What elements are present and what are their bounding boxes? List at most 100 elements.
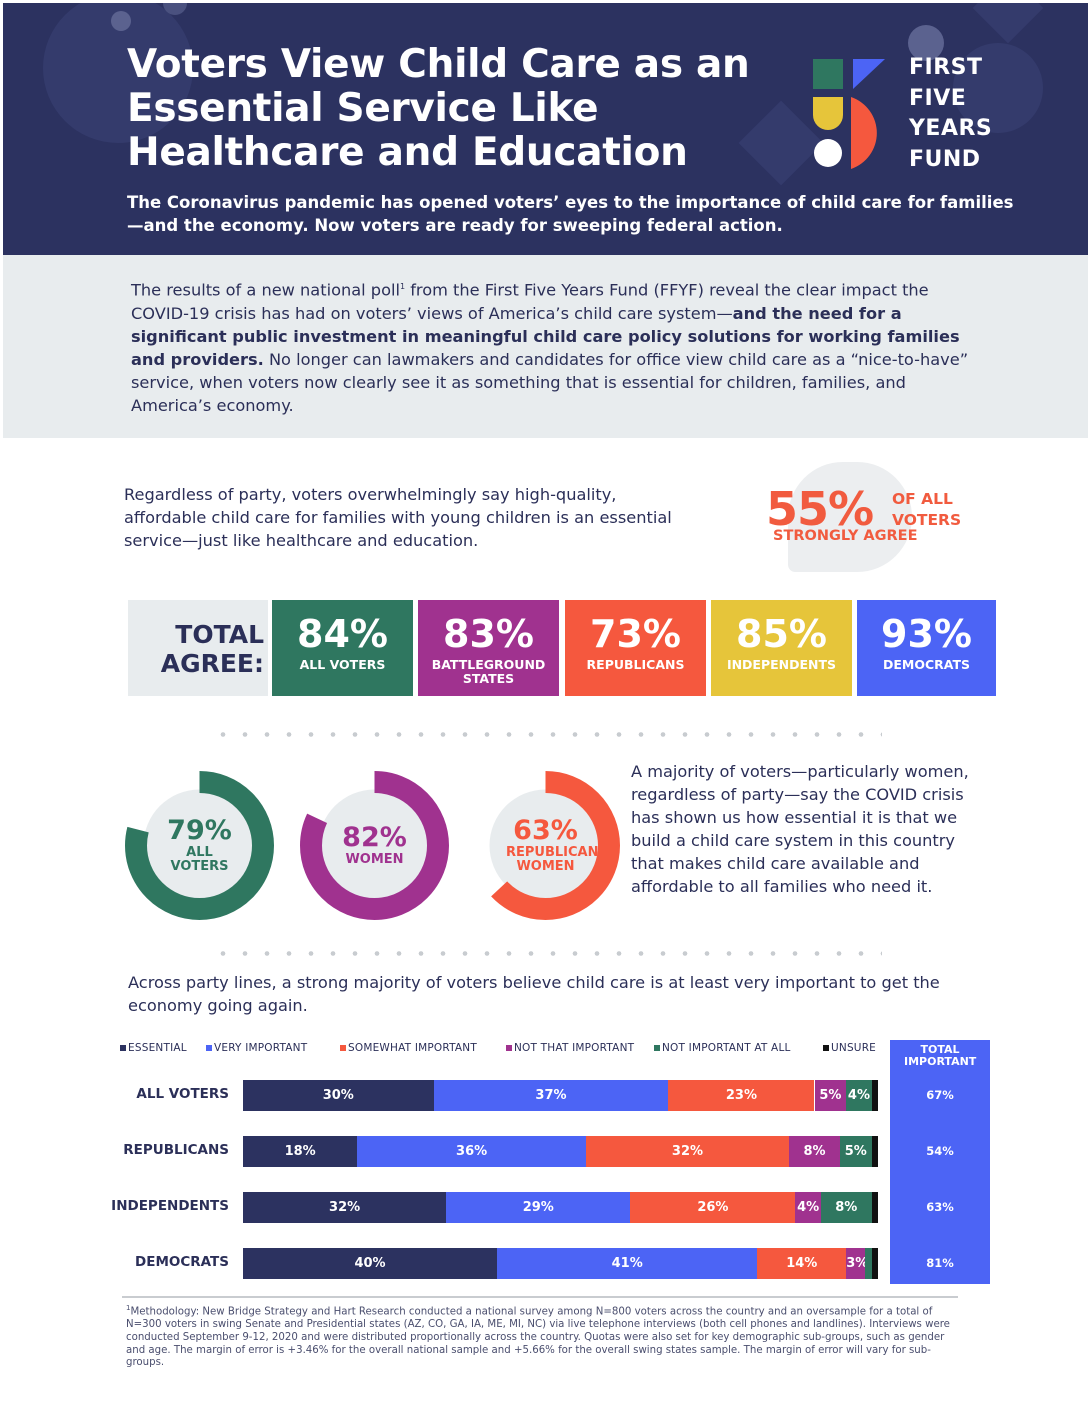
- legend-item: UNSURE: [823, 1042, 876, 1054]
- total-important-header: TOTAL IMPORTANT: [904, 1043, 977, 1068]
- donut-center: [489, 789, 602, 902]
- decor-diamond: [972, 3, 1044, 44]
- dotted-divider: [212, 951, 882, 956]
- page-subtitle: The Coronavirus pandemic has opened vote…: [127, 193, 1014, 235]
- donut-label-group: 82% WOMEN: [297, 768, 452, 923]
- donut-label-group: 79% ALL VOTERS: [122, 768, 277, 923]
- bar-segment: 29%: [446, 1192, 631, 1223]
- header-banner: Voters View Child Care as an Essential S…: [3, 3, 1088, 255]
- strongly-agree-suffix: OF ALL VOTERS: [892, 490, 962, 529]
- bar-segment: 23%: [668, 1080, 815, 1111]
- donut-center: [318, 789, 431, 902]
- donut-arc: [125, 771, 274, 920]
- donut-arc: [471, 771, 620, 920]
- strongly-agree-caption: STRONGLY AGREE: [773, 528, 918, 544]
- bar-segment: 41%: [497, 1248, 758, 1279]
- bar-segment: 14%: [757, 1248, 847, 1279]
- donut-label-group: 63% REPUBLICAN WOMEN: [468, 768, 623, 923]
- bar-category-label: INDEPENDENTS: [111, 1198, 229, 1214]
- intro-paragraph: The results of a new national poll1 from…: [131, 275, 976, 418]
- decor-circle: [908, 25, 944, 61]
- legend-item: VERY IMPORTANT: [206, 1042, 307, 1054]
- total-agree-text: TOTAL AGREE:: [160, 620, 264, 678]
- bar-segment: 30%: [243, 1080, 434, 1111]
- footnote-divider: [122, 1296, 958, 1298]
- agree-pct: 85%: [736, 612, 827, 656]
- legend-label: SOMEWHAT IMPORTANT: [348, 1042, 477, 1054]
- bar-segment: 32%: [585, 1136, 790, 1167]
- legend-label: VERY IMPORTANT: [214, 1042, 308, 1054]
- bar-segment: 8%: [820, 1192, 872, 1223]
- donut-label: ALL VOTERS: [170, 845, 229, 874]
- bar-segment: 3%: [846, 1248, 866, 1279]
- strongly-agree-stat: 55%: [766, 482, 874, 536]
- bar-segment: [871, 1248, 878, 1279]
- total-important-value: 81%: [926, 1256, 954, 1270]
- agree-pct: 93%: [881, 612, 972, 656]
- bar-segment: [865, 1248, 872, 1279]
- agree-box: 73% REPUBLICANS: [565, 600, 706, 696]
- intro-text: from the First Five Years Fund (FFYF) re…: [131, 280, 929, 323]
- logo-word: FUND: [909, 146, 981, 172]
- donut-pct: 82%: [342, 822, 407, 853]
- stat-backdrop: [788, 462, 912, 572]
- legend-swatch: [506, 1045, 512, 1051]
- donut-pct: 79%: [167, 815, 232, 846]
- decor-circle: [953, 43, 1043, 133]
- legend-swatch: [340, 1045, 346, 1051]
- donut-arc: [300, 771, 449, 920]
- bar-segment: 4%: [795, 1192, 821, 1223]
- donut-chart: 63% REPUBLICAN WOMEN: [468, 768, 623, 923]
- bar-segment: 37%: [433, 1080, 669, 1111]
- legend-item: NOT IMPORTANT AT ALL: [654, 1042, 791, 1054]
- legend-label: NOT IMPORTANT AT ALL: [662, 1042, 791, 1054]
- logo-word: FIRST: [909, 55, 983, 80]
- stacked-bar: 30% 37% 23% 5% 4%: [243, 1080, 878, 1111]
- intro-text: No longer can lawmakers and candidates f…: [131, 350, 969, 416]
- dotted-divider: [212, 732, 882, 737]
- logo-wordmark: FIRST FIVE YEARS FUND: [909, 53, 992, 175]
- decor-circle: [111, 11, 131, 31]
- bar-segment: 18%: [243, 1136, 358, 1167]
- agree-pct: 83%: [443, 612, 534, 656]
- decor-circle: [163, 3, 187, 15]
- bar-segment: [871, 1192, 878, 1223]
- stacked-bar: 32% 29% 26% 4% 8%: [243, 1192, 878, 1223]
- bar-segment: 32%: [243, 1192, 447, 1223]
- legend-label: UNSURE: [831, 1042, 877, 1054]
- majority-voters-text: A majority of voters—particularly women,…: [631, 762, 969, 896]
- donut-label: REPUBLICAN WOMEN: [506, 845, 599, 874]
- legend-item: NOT THAT IMPORTANT: [506, 1042, 634, 1054]
- agree-pct: 73%: [590, 612, 681, 656]
- footnote-mark: 1: [126, 1304, 131, 1312]
- economy-importance-text: Across party lines, a strong majority of…: [128, 973, 940, 1016]
- total-agree-label: TOTAL AGREE:: [128, 600, 268, 696]
- total-important-column: TOTAL IMPORTANT: [890, 1040, 990, 1284]
- bar-segment: 8%: [789, 1136, 840, 1167]
- agree-label: ALL VOTERS: [299, 657, 386, 672]
- bar-segment: 40%: [243, 1248, 497, 1279]
- total-important-value: 67%: [926, 1088, 954, 1102]
- legend-swatch: [654, 1045, 660, 1051]
- agree-box: 93% DEMOCRATS: [857, 600, 996, 696]
- agree-pct: 84%: [297, 612, 388, 656]
- legend-label: ESSENTIAL: [128, 1042, 187, 1054]
- footnote-ref: 1: [399, 282, 406, 291]
- essential-service-text: Regardless of party, voters overwhelming…: [124, 485, 672, 551]
- logo-word: YEARS: [909, 116, 993, 141]
- bar-segment: 26%: [630, 1192, 796, 1223]
- agree-label: BATTLEGROUND STATES: [431, 657, 546, 686]
- bar-segment: 4%: [846, 1080, 872, 1111]
- total-important-value: 54%: [926, 1144, 954, 1158]
- agree-label: INDEPENDENTS: [726, 657, 837, 672]
- stacked-bar: 40%41%14%3%: [243, 1248, 878, 1279]
- agree-label: DEMOCRATS: [882, 657, 970, 672]
- bar-segment: 5%: [839, 1136, 872, 1167]
- donut-label: WOMEN: [345, 852, 404, 867]
- bar-category-label: ALL VOTERS: [136, 1086, 229, 1102]
- agree-box: 85% INDEPENDENTS: [711, 600, 852, 696]
- agree-label: REPUBLICANS: [586, 657, 685, 672]
- total-important-value: 63%: [926, 1200, 954, 1214]
- bar-segment: 5%: [814, 1080, 847, 1111]
- donut-pct: 63%: [513, 815, 578, 846]
